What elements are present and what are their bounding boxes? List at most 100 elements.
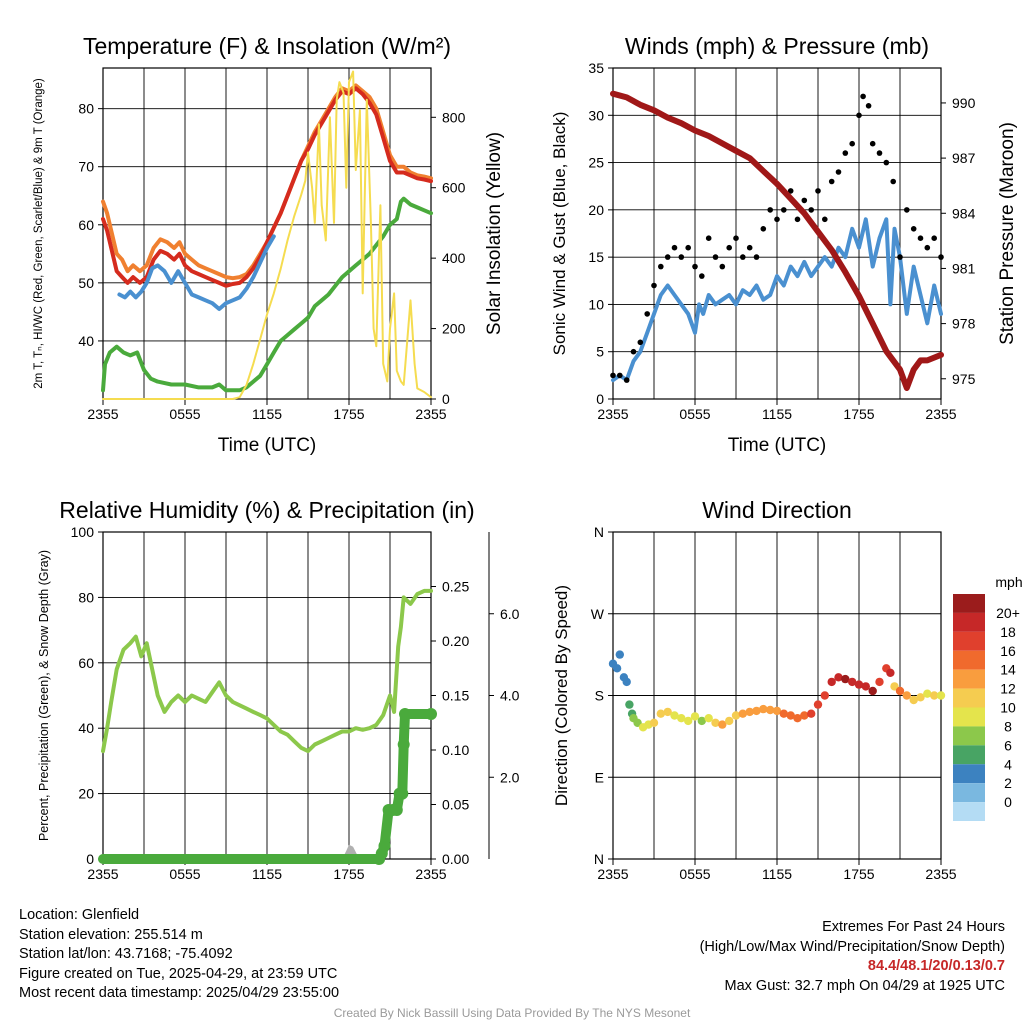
- rh-chart-precip-point: [378, 839, 391, 852]
- wind-chart-gust-point: [910, 226, 917, 232]
- wind-chart-gust-point: [767, 207, 773, 213]
- dir-chart-legend-label: 14: [1000, 662, 1016, 678]
- wind-chart-gust-point: [630, 348, 637, 355]
- dir-chart-legend-title: mph: [995, 574, 1022, 590]
- rh-chart-xtick-label: 2355: [87, 866, 118, 882]
- temp-chart-ytick-right-label: 800: [442, 109, 466, 125]
- wind-chart-gust-point: [637, 339, 644, 346]
- dir-chart-direction-point: [704, 714, 713, 723]
- wind-chart-gust-point: [678, 254, 685, 260]
- temp-chart-ylabel-left: 2m T, Tₙ, HI/WC (Red, Green, Scarlet/Blu…: [33, 78, 45, 389]
- rh-chart-precip-point: [396, 787, 409, 800]
- wind-chart-gust-point: [904, 207, 910, 213]
- temp-chart-ylabel-right: Solar Insolation (Yellow): [484, 132, 505, 335]
- dir-chart-legend-swatch: [953, 707, 985, 727]
- wind-chart-gust-point: [644, 311, 650, 317]
- dir-chart-direction-point: [612, 664, 622, 673]
- dir-chart-direction-point: [909, 695, 918, 705]
- wind-chart-gust-point: [617, 372, 623, 379]
- dir-chart-direction-point: [718, 720, 727, 729]
- extremes-title: Extremes For Past 24 Hours: [822, 919, 1005, 935]
- rh-chart-ytick-label: 40: [78, 720, 94, 736]
- wind-chart-gust-point: [842, 150, 849, 156]
- wind-chart-gust-point: [651, 282, 657, 289]
- wind-chart-ytick-label: 15: [588, 249, 604, 265]
- temp-chart-ytick-right-label: 0: [442, 391, 450, 407]
- rh-chart-precip-point: [397, 738, 410, 751]
- dir-chart-legend-swatch: [953, 802, 985, 821]
- wind-chart-gust-point: [610, 372, 616, 379]
- wind-chart-ytick-right-label: 981: [952, 260, 976, 276]
- dir-chart-direction-point: [854, 680, 864, 689]
- dir-chart-ylabel-left: Direction (Colored By Speed): [552, 585, 571, 806]
- extremes-panel: Extremes For Past 24 Hours (High/Low/Max…: [700, 918, 1005, 996]
- rh-chart-xtick-label: 1155: [252, 866, 282, 882]
- wind-chart-gust-point: [781, 207, 787, 213]
- wind-chart-gust-point: [876, 150, 883, 156]
- wind-chart-xtick-label: 0555: [679, 406, 710, 422]
- dir-chart-xtick-label: 1755: [843, 866, 874, 882]
- wind-chart-xtick-label: 1155: [762, 406, 792, 422]
- wind-chart-ytick-label: 0: [596, 391, 604, 407]
- dir-chart-legend-swatch: [953, 594, 985, 613]
- dir-chart-xtick-label: 2355: [925, 866, 956, 882]
- wind-chart-ytick-label: 30: [588, 107, 604, 123]
- wind-chart-gust-point: [705, 235, 712, 241]
- wind-chart-gust-point: [712, 254, 719, 260]
- dir-chart-direction-point: [625, 700, 634, 709]
- wind-chart-gust-point: [774, 216, 780, 223]
- wind-chart-gust-point: [890, 178, 896, 185]
- dir-chart-legend-swatch: [953, 669, 985, 689]
- wind-chart-ylabel-left: Sonic Wind & Gust (Blue, Black): [550, 112, 569, 356]
- temp-chart-ytick-right-label: 400: [442, 250, 466, 266]
- temp-chart-series-dew: [101, 196, 433, 393]
- wind-chart-gust-point: [856, 112, 862, 119]
- dir-chart-direction-point: [684, 716, 693, 726]
- wind-chart-gust-point: [869, 140, 876, 147]
- wind-chart-ylabel-right: Station Pressure (Maroon): [997, 122, 1018, 345]
- dir-chart-direction-point: [649, 718, 659, 727]
- dir-chart-ytick-label: N: [594, 851, 604, 867]
- dir-chart-direction-point: [690, 712, 700, 721]
- rh-chart-ytick-label: 20: [78, 786, 94, 802]
- wind-chart-xtick-label: 2355: [597, 406, 628, 422]
- dir-chart-direction-point: [779, 709, 788, 718]
- rh-chart-xtick-label: 1755: [333, 866, 364, 882]
- rh-chart-ytick-label: 100: [71, 524, 95, 540]
- wind-chart-title: Winds (mph) & Pressure (mb): [625, 33, 929, 59]
- wind-chart-series-pressure: [610, 90, 944, 391]
- rh-chart-precip-point: [390, 804, 403, 816]
- wind-chart-gust-point: [726, 244, 732, 251]
- dir-chart-direction-point: [725, 716, 734, 726]
- wind-chart-ytick-right-label: 990: [952, 95, 976, 111]
- extremes-values: 84.4/48.1/20/0.13/0.7: [867, 958, 1005, 974]
- dir-chart-direction-point: [793, 714, 802, 723]
- dir-chart-xtick-label: 2355: [597, 866, 628, 882]
- dir-chart-direction-point: [615, 650, 624, 659]
- temp-chart-ytick-label: 40: [78, 333, 94, 349]
- station-info: Location: Glenfield Station elevation: 2…: [19, 906, 339, 1004]
- wind-chart-ytick-label: 25: [588, 155, 604, 171]
- rh-chart-ytick-right-label: 0.05: [442, 797, 469, 813]
- dir-chart-direction-point: [697, 716, 706, 726]
- rh-chart-precip-point: [425, 708, 437, 720]
- dir-chart-legend-label: 12: [1000, 681, 1016, 697]
- rh-chart-precip-point: [399, 708, 411, 720]
- dir-chart-direction-point: [875, 677, 884, 687]
- temp-chart-ytick-label: 50: [78, 275, 94, 291]
- station-latlon: Station lat/lon: 43.7168; -75.4092: [19, 946, 233, 962]
- wind-chart-ytick-label: 35: [588, 60, 604, 76]
- wind-chart-ytick-right-label: 987: [952, 150, 976, 166]
- wind-chart-gust-point: [664, 254, 671, 260]
- dir-chart-direction-point: [841, 674, 850, 684]
- temp-chart-ytick-right-label: 200: [442, 321, 466, 337]
- dir-chart-direction-point: [786, 711, 795, 720]
- wind-chart-ytick-label: 10: [588, 296, 604, 312]
- wind-chart-gust-point: [849, 140, 855, 147]
- wind-chart-gust-point: [733, 235, 739, 241]
- dir-chart-legend-swatch: [953, 631, 985, 651]
- dir-chart-xtick-label: 0555: [679, 866, 710, 882]
- wind-chart-gust-point: [760, 226, 767, 232]
- rh-chart-ytick-right-label: 2.0: [500, 769, 520, 785]
- rh-chart-ytick-label: 80: [78, 589, 94, 605]
